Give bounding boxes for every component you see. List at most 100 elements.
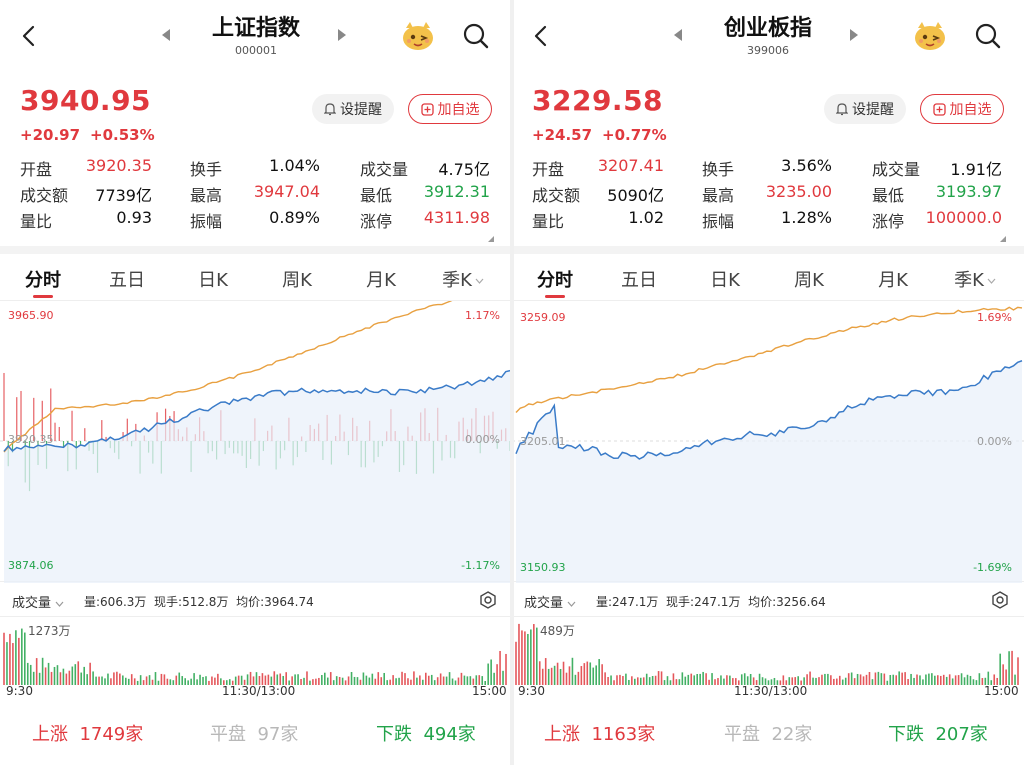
price-line bbox=[3, 369, 511, 452]
breadth-flat[interactable]: 平盘 22家 bbox=[724, 720, 812, 746]
volume-indicator-select[interactable]: 成交量 bbox=[524, 592, 576, 611]
back-arrow-icon[interactable] bbox=[530, 24, 554, 48]
tab-weekly-k[interactable]: 周K bbox=[282, 270, 312, 291]
next-triangle-icon[interactable] bbox=[336, 28, 348, 42]
plus-box-icon bbox=[932, 102, 946, 116]
y-axis-mid: 3205.01 bbox=[520, 435, 566, 448]
tab-daily-k[interactable]: 日K bbox=[710, 270, 740, 291]
change-pct: +0.77% bbox=[602, 126, 667, 144]
amplitude-value: 0.89% bbox=[269, 208, 320, 227]
current-price: 3229.58 bbox=[532, 84, 664, 117]
tab-intraday[interactable]: 分时 bbox=[25, 270, 61, 291]
volume-max-label: 1273万 bbox=[28, 624, 71, 638]
vol-ratio-label: 量比 bbox=[20, 212, 53, 231]
chevron-down-icon bbox=[567, 601, 576, 607]
set-alert-button[interactable]: 设提醒 bbox=[312, 94, 394, 124]
add-watchlist-button[interactable]: 加自选 bbox=[920, 94, 1004, 124]
volume-chart[interactable] bbox=[0, 616, 512, 685]
tab-five-day[interactable]: 五日 bbox=[109, 270, 145, 291]
volume-current: 现手:247.1万 bbox=[666, 595, 741, 609]
tab-quarterly-k[interactable]: 季K bbox=[428, 266, 498, 292]
volume-chart[interactable] bbox=[512, 616, 1024, 685]
panel-sse-composite: 上证指数 000001 3940.95 +20.97 +0.53% 设提醒 加自选… bbox=[0, 16, 512, 746]
tab-quarterly-k-label: 季K bbox=[442, 270, 472, 291]
avg-price-line bbox=[3, 301, 453, 453]
amplitude-value: 1.28% bbox=[781, 208, 832, 227]
tab-weekly-k[interactable]: 周K bbox=[794, 270, 824, 291]
stats-grid: 开盘 3207.41 换手 3.56% 成交量 1.91亿 成交额 5090亿 … bbox=[532, 156, 1004, 234]
breadth-up[interactable]: 上涨 1749家 bbox=[32, 720, 143, 746]
active-tab-indicator bbox=[545, 295, 565, 298]
breadth-down[interactable]: 下跌 494家 bbox=[376, 720, 476, 746]
prev-triangle-icon[interactable] bbox=[160, 28, 172, 42]
high-value: 3235.00 bbox=[765, 182, 832, 201]
mascot-icon[interactable] bbox=[912, 18, 948, 52]
tab-intraday[interactable]: 分时 bbox=[537, 270, 573, 291]
header: 创业板指 399006 bbox=[512, 0, 1024, 72]
chart-tabs: 分时 五日 日K 周K 月K 季K bbox=[512, 258, 1024, 298]
vol-ratio-label: 量比 bbox=[532, 212, 565, 231]
volume-select-label: 成交量 bbox=[524, 596, 564, 611]
add-watchlist-label: 加自选 bbox=[437, 102, 480, 118]
next-triangle-icon[interactable] bbox=[848, 28, 860, 42]
volume-select-label: 成交量 bbox=[12, 596, 52, 611]
high-label: 最高 bbox=[702, 186, 735, 205]
y-axis-top: 3259.09 bbox=[520, 311, 566, 324]
price-area-fill bbox=[516, 360, 1022, 583]
expand-corner-icon[interactable] bbox=[1000, 236, 1006, 242]
tab-five-day[interactable]: 五日 bbox=[621, 270, 657, 291]
active-tab-indicator bbox=[33, 295, 53, 298]
volume-avg-price: 均价:3964.74 bbox=[236, 595, 314, 609]
volume-indicator-select[interactable]: 成交量 bbox=[12, 592, 64, 611]
breadth-flat-count: 97家 bbox=[257, 724, 299, 745]
tab-quarterly-k[interactable]: 季K bbox=[940, 266, 1010, 292]
settings-icon[interactable] bbox=[478, 590, 498, 610]
stats-row: 成交额 5090亿 最高 3235.00 最低 3193.97 bbox=[532, 182, 1004, 208]
time-open: 9:30 bbox=[6, 684, 33, 698]
open-value: 3920.35 bbox=[85, 156, 152, 175]
y-axis-bottom: 3874.06 bbox=[8, 559, 54, 572]
vol-ratio-value: 1.02 bbox=[628, 208, 664, 227]
search-icon[interactable] bbox=[462, 22, 490, 50]
intraday-chart[interactable]: 3965.90 1.17% 3920.35 0.00% 3874.06 -1.1… bbox=[0, 300, 512, 583]
change-abs: +20.97 bbox=[20, 126, 81, 144]
set-alert-button[interactable]: 设提醒 bbox=[824, 94, 906, 124]
amplitude-label: 振幅 bbox=[702, 212, 735, 231]
breadth-up-label: 上涨 bbox=[32, 724, 68, 745]
back-arrow-icon[interactable] bbox=[18, 24, 42, 48]
expand-corner-icon[interactable] bbox=[488, 236, 494, 242]
turnover-rate-label: 换手 bbox=[702, 160, 735, 179]
volume-label: 成交量 bbox=[872, 160, 921, 179]
tab-monthly-k[interactable]: 月K bbox=[878, 270, 908, 291]
breadth-down-count: 207家 bbox=[935, 724, 988, 745]
market-breadth: 上涨 1163家 平盘 22家 下跌 207家 bbox=[512, 712, 1024, 752]
turnover-rate-label: 换手 bbox=[190, 160, 223, 179]
intraday-chart-svg bbox=[0, 301, 512, 583]
low-label: 最低 bbox=[360, 186, 393, 205]
tab-monthly-k[interactable]: 月K bbox=[366, 270, 396, 291]
low-value: 3193.97 bbox=[935, 182, 1002, 201]
breadth-flat-label: 平盘 bbox=[210, 724, 246, 745]
tab-daily-k[interactable]: 日K bbox=[198, 270, 228, 291]
low-label: 最低 bbox=[872, 186, 905, 205]
chevron-down-icon bbox=[55, 601, 64, 607]
chart-tabs: 分时 五日 日K 周K 月K 季K bbox=[0, 258, 512, 298]
add-watchlist-button[interactable]: 加自选 bbox=[408, 94, 492, 124]
avg-price-line bbox=[515, 306, 1023, 414]
volume-max-label: 489万 bbox=[540, 624, 575, 638]
search-icon[interactable] bbox=[974, 22, 1002, 50]
volume-value: 4.75亿 bbox=[438, 160, 490, 179]
mascot-icon[interactable] bbox=[400, 18, 436, 52]
breadth-flat[interactable]: 平盘 97家 bbox=[210, 720, 298, 746]
settings-icon[interactable] bbox=[990, 590, 1010, 610]
breadth-down[interactable]: 下跌 207家 bbox=[888, 720, 988, 746]
prev-triangle-icon[interactable] bbox=[672, 28, 684, 42]
breadth-up[interactable]: 上涨 1163家 bbox=[544, 720, 655, 746]
volume-label: 成交量 bbox=[360, 160, 409, 179]
low-value: 3912.31 bbox=[423, 182, 490, 201]
volume-info: 量:247.1万 现手:247.1万 均价:3256.64 bbox=[596, 593, 826, 610]
intraday-chart[interactable]: 3259.09 1.69% 3205.01 0.00% 3150.93 -1.6… bbox=[512, 300, 1024, 583]
limit-up-value: 100000.0 bbox=[925, 208, 1002, 227]
change-pct: +0.53% bbox=[90, 126, 155, 144]
amount-label: 成交额 bbox=[20, 186, 69, 205]
